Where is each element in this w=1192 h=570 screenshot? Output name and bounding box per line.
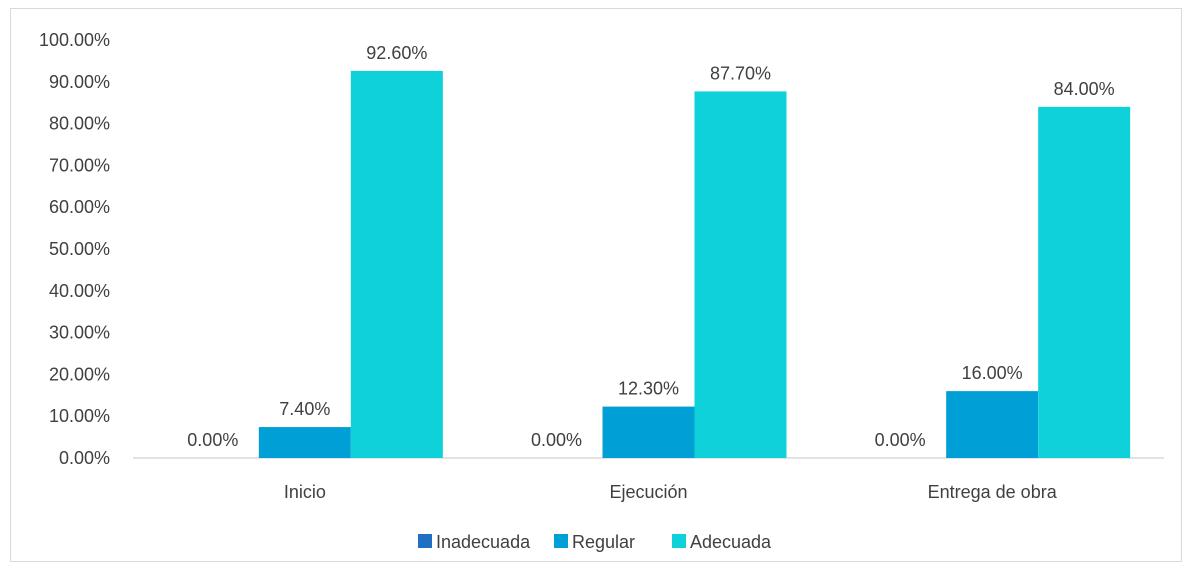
y-tick-label: 90.00% xyxy=(49,72,110,92)
bars xyxy=(258,70,1131,458)
y-tick-label: 40.00% xyxy=(49,281,110,301)
bar-adecuada xyxy=(694,91,787,458)
category-label: Entrega de obra xyxy=(928,482,1058,502)
bar-adecuada xyxy=(1038,106,1131,458)
bar-regular xyxy=(258,427,351,458)
y-tick-label: 0.00% xyxy=(59,448,110,468)
data-label: 84.00% xyxy=(1054,79,1115,99)
data-label: 0.00% xyxy=(187,430,238,450)
chart-frame xyxy=(10,8,1182,562)
y-tick-label: 30.00% xyxy=(49,323,110,343)
y-tick-label: 20.00% xyxy=(49,364,110,384)
y-tick-label: 10.00% xyxy=(49,406,110,426)
data-label: 0.00% xyxy=(531,430,582,450)
data-label: 7.40% xyxy=(279,399,330,419)
category-label: Inicio xyxy=(284,482,326,502)
legend-swatch xyxy=(418,534,432,548)
data-label: 0.00% xyxy=(875,430,926,450)
y-tick-label: 50.00% xyxy=(49,239,110,259)
y-tick-label: 70.00% xyxy=(49,155,110,175)
legend-label: Adecuada xyxy=(690,532,772,552)
bar-regular xyxy=(946,391,1039,458)
bar-adecuada xyxy=(350,70,443,458)
y-tick-label: 60.00% xyxy=(49,197,110,217)
legend-swatch xyxy=(672,534,686,548)
data-labels: 0.00% 7.40% 92.60% 0.00% 12.30% 87.70% 0.00% 16… xyxy=(187,43,1114,450)
legend-label: Inadecuada xyxy=(436,532,531,552)
legend: Inadecuada Regular Adecuada xyxy=(418,532,772,552)
data-label: 87.70% xyxy=(710,63,771,83)
data-label: 12.30% xyxy=(618,379,679,399)
category-labels: Inicio Ejecución Entrega de obra xyxy=(284,482,1058,502)
bar-regular xyxy=(602,406,695,458)
y-tick-label: 80.00% xyxy=(49,114,110,134)
category-label: Ejecución xyxy=(609,482,687,502)
legend-swatch xyxy=(554,534,568,548)
data-label: 92.60% xyxy=(366,43,427,63)
legend-label: Regular xyxy=(572,532,635,552)
data-label: 16.00% xyxy=(962,363,1023,383)
y-tick-label: 100.00% xyxy=(39,30,110,50)
y-axis-ticks: 0.00% 10.00% 20.00% 30.00% 40.00% 50.00% 60.00… xyxy=(39,30,110,468)
